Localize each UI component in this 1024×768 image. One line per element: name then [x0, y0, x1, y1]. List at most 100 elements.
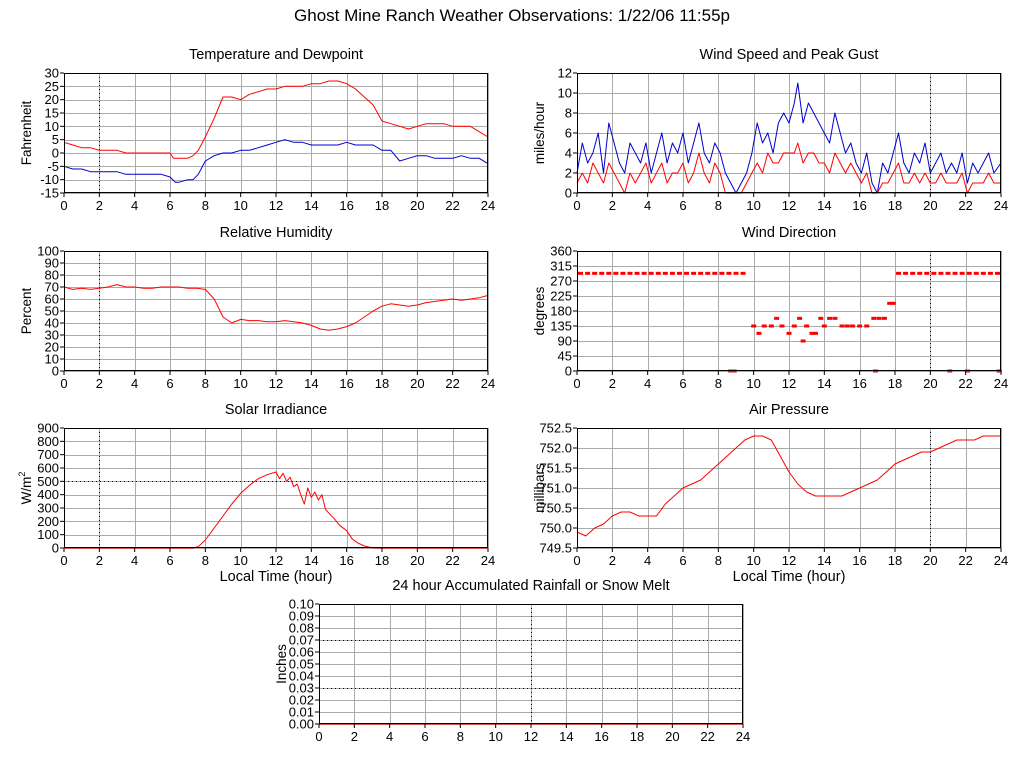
x-tick-label: 6 — [679, 376, 686, 391]
winddir-ylabel: degrees — [532, 286, 547, 335]
x-tick-label: 4 — [644, 198, 651, 213]
data-point — [844, 324, 850, 328]
data-point — [973, 271, 979, 275]
x-tick-label: 2 — [351, 729, 358, 744]
x-tick-label: 16 — [339, 198, 353, 213]
x-tick-label: 10 — [233, 198, 247, 213]
winddir-chart: 0 2 4 6 8 10 12 14 16 18 20 22 240459013518022527031… — [532, 225, 1008, 391]
data-point — [966, 271, 972, 275]
data-point — [791, 324, 797, 328]
y-tick-label: 0.06 — [289, 645, 314, 660]
x-tick-label: 2 — [96, 198, 103, 213]
x-tick-label: 22 — [958, 553, 972, 568]
data-point — [931, 271, 937, 275]
data-point — [876, 316, 882, 320]
solar-ylabel: W/m2 — [17, 472, 34, 505]
y-tick-label: 100 — [37, 527, 59, 542]
x-tick-label: 16 — [594, 729, 608, 744]
y-tick-label: -10 — [40, 172, 59, 187]
ylabel-text: Percent — [19, 287, 34, 334]
data-point — [768, 324, 774, 328]
data-point — [797, 316, 803, 320]
pressure-tick-labels: 0 2 4 6 8 10 12 14 16 18 20 22 24749.5750.0750.5751.… — [539, 421, 1008, 569]
x-tick-label: 22 — [445, 376, 459, 391]
ylabel-text: W/m — [19, 477, 34, 505]
y-tick-label: 10 — [45, 352, 59, 367]
x-tick-label: 12 — [782, 198, 796, 213]
x-tick-label: 0 — [573, 376, 580, 391]
data-point — [705, 271, 711, 275]
y-tick-label: -15 — [40, 186, 59, 201]
data-point — [881, 316, 887, 320]
x-tick-label: 16 — [852, 376, 866, 391]
data-point — [980, 271, 986, 275]
x-tick-label: 18 — [375, 376, 389, 391]
y-tick-label: 900 — [37, 421, 59, 436]
y-tick-label: 80 — [45, 268, 59, 283]
winddir-tick-labels: 0 2 4 6 8 10 12 14 16 18 20 22 240459013518022527031… — [550, 244, 1008, 392]
data-point — [726, 271, 732, 275]
data-point — [774, 316, 780, 320]
y-tick-label: 100 — [37, 244, 59, 259]
rh-title: Relative Humidity — [220, 225, 334, 241]
data-point — [751, 324, 757, 328]
y-tick-label: 0 — [565, 186, 572, 201]
y-tick-label: 45 — [558, 349, 572, 364]
data-point — [613, 271, 619, 275]
data-point — [887, 301, 893, 305]
data-point — [627, 271, 633, 275]
data-point — [850, 324, 856, 328]
data-point — [761, 324, 767, 328]
x-tick-label: 6 — [166, 553, 173, 568]
data-point — [871, 316, 877, 320]
ylabel-text: miles/hour — [532, 101, 547, 164]
x-tick-label: 22 — [700, 729, 714, 744]
data-point — [994, 271, 1000, 275]
y-tick-label: 0 — [565, 364, 572, 379]
temp-title: Temperature and Dewpoint — [189, 47, 363, 63]
x-tick-label: 20 — [410, 553, 424, 568]
data-point — [813, 331, 818, 335]
pressure-frame — [577, 428, 1001, 548]
wind-series-line-0 — [576, 82, 1002, 194]
y-tick-label: 10 — [558, 86, 572, 101]
rain-frame — [319, 604, 743, 724]
y-tick-label: 0.07 — [289, 633, 314, 648]
temp-series-line-1 — [63, 139, 489, 183]
y-tick-label: 0.04 — [289, 669, 314, 684]
x-tick-label: 6 — [166, 198, 173, 213]
y-tick-label: 6 — [565, 126, 572, 141]
x-tick-label: 10 — [233, 553, 247, 568]
rain-title: 24 hour Accumulated Rainfall or Snow Mel… — [392, 578, 669, 594]
solar-chart: 0 2 4 6 8 10 12 14 16 18 20 22 240100200300400500600… — [17, 402, 495, 585]
x-tick-label: 16 — [852, 198, 866, 213]
x-tick-label: 4 — [386, 729, 393, 744]
x-tick-label: 12 — [269, 553, 283, 568]
y-tick-label: 20 — [45, 340, 59, 355]
data-point — [938, 271, 944, 275]
x-tick-label: 2 — [609, 553, 616, 568]
x-tick-label: 16 — [339, 553, 353, 568]
data-point — [903, 271, 909, 275]
x-tick-label: 20 — [923, 198, 937, 213]
y-tick-label: -5 — [47, 159, 59, 174]
x-tick-label: 12 — [782, 376, 796, 391]
x-tick-label: 24 — [994, 376, 1008, 391]
temp-series-line-0 — [63, 80, 489, 159]
x-tick-label: 18 — [375, 198, 389, 213]
y-tick-label: 749.5 — [539, 541, 572, 556]
data-point — [809, 331, 815, 335]
solar-frame — [64, 428, 488, 548]
data-point — [676, 271, 682, 275]
y-tick-label: 270 — [550, 274, 572, 289]
data-point — [740, 271, 746, 275]
data-point — [987, 271, 993, 275]
data-point — [662, 271, 668, 275]
x-tick-label: 20 — [665, 729, 679, 744]
y-tick-label: 752.5 — [539, 421, 572, 436]
y-tick-label: 360 — [550, 244, 572, 259]
x-tick-label: 10 — [233, 376, 247, 391]
x-tick-label: 24 — [994, 553, 1008, 568]
y-tick-label: 0.10 — [289, 597, 314, 612]
